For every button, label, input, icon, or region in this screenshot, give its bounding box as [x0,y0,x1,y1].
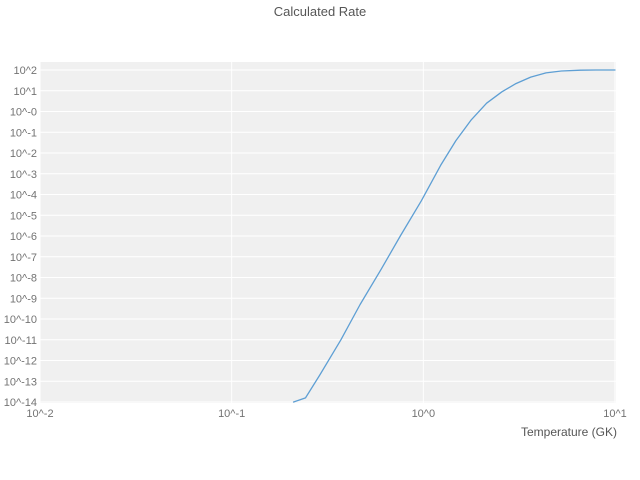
x-tick-label: 10^-2 [26,408,53,420]
y-tick-label: 10^-13 [4,376,37,388]
y-tick-label: 10^-2 [10,148,37,160]
y-tick-label: 10^-5 [10,210,37,222]
x-axis-label: Temperature (GK) [520,425,617,439]
y-tick-label: 10^1 [13,86,37,98]
y-tick-label: 10^-14 [4,397,37,409]
chart-title: Calculated Rate [273,4,367,19]
y-tick-label: 10^-1 [10,127,37,139]
series-line-calculated-rate [292,69,616,403]
x-tick-label: 10^-1 [218,408,245,420]
x-tick-label: 10^0 [412,408,436,420]
y-tick-label: 10^-7 [10,252,37,264]
y-tick-label: 10^-9 [10,293,37,305]
y-tick-label: 10^-8 [10,273,37,285]
y-tick-label: 10^-12 [4,356,37,368]
y-tick-label: 10^-0 [10,107,37,119]
y-tick-label: 10^-4 [10,190,37,202]
y-tick-label: 10^-6 [10,231,37,243]
y-tick-label: 10^-11 [5,335,37,347]
y-tick-label: 10^-3 [10,169,37,181]
y-tick-label: 10^2 [13,65,37,77]
y-tick-label: 10^-10 [4,314,37,326]
plot-panel [40,62,616,403]
x-tick-label: 10^1 [603,408,627,420]
